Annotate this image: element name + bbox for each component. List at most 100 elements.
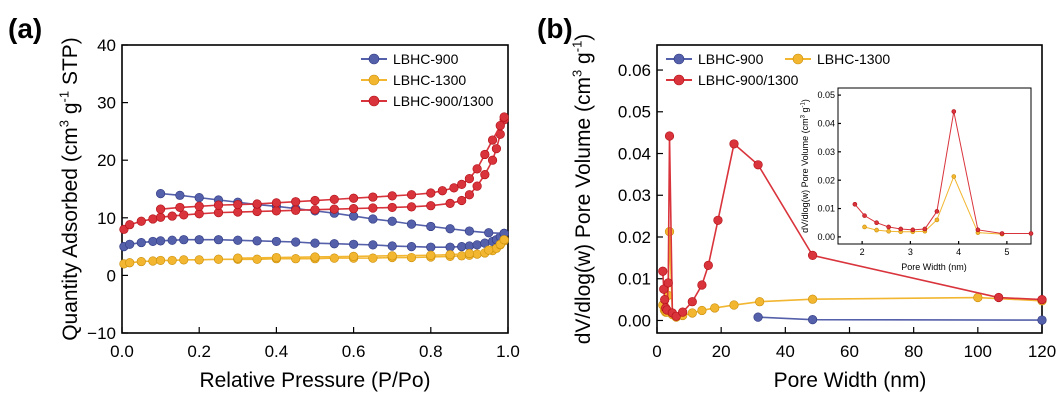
panel-b-ylabel: dV/dlog(w) Pore Volume (cm3 g-1) xyxy=(570,34,595,345)
series-lbhc-1300-adsorption-point xyxy=(136,256,146,267)
panel-a-legend: LBHC-900 LBHC-1300 LBHC-900/1300 xyxy=(361,51,494,109)
series-lbhc-900-point xyxy=(753,312,763,322)
inset-series-lbhc-900-1300-point xyxy=(951,109,957,114)
series-lbhc-900-1300-adsorption-point xyxy=(445,198,455,208)
series-lbhc-900-adsorption-point xyxy=(136,237,146,248)
inset-series-lbhc-900-1300-point xyxy=(975,227,981,233)
y-tick-label: −10 xyxy=(87,324,116,343)
series-lbhc-1300-desorption-point xyxy=(310,252,320,262)
series-lbhc-900-adsorption-point xyxy=(426,242,436,252)
series-lbhc-900-adsorption-point xyxy=(213,235,224,245)
series-lbhc-900-1300-point xyxy=(660,295,670,305)
series-lbhc-900-desorption-point xyxy=(426,221,436,232)
inset-plot xyxy=(852,109,1034,237)
y-tick-label: 0.04 xyxy=(817,119,835,129)
inset-series-lbhc-900-1300-point xyxy=(922,226,928,232)
series-lbhc-900-adsorption-point xyxy=(368,240,378,250)
panel-b-legend: LBHC-900 LBHC-1300 LBHC-900/1300 xyxy=(666,51,890,88)
x-tick-label: 100 xyxy=(964,342,992,361)
series-lbhc-900-1300-point xyxy=(1037,295,1047,305)
panel-b-ticks: 0 20 40 60 80 100 120 0.00 0.01 0.02 0.03 0.04 0.05 0… xyxy=(618,61,1056,361)
panel-a-label: (a) xyxy=(8,13,42,44)
ylabel-part: -1 xyxy=(800,101,806,107)
series-lbhc-1300-point xyxy=(664,226,675,237)
series-lbhc-900-1300-point xyxy=(663,278,673,288)
y-tick-label: 0.04 xyxy=(618,144,651,163)
series-lbhc-900-desorption-point xyxy=(368,214,378,224)
series-lbhc-900-1300-point xyxy=(658,266,668,276)
inset-series-lbhc-1300-point xyxy=(874,227,879,233)
panel-b-chart: 0 20 40 60 80 100 120 0.00 0.01 0.02 0.03 0.04 0.05 0… xyxy=(570,34,1057,392)
ylabel-part: -1 xyxy=(57,91,72,103)
series-lbhc-900-adsorption-point xyxy=(271,236,282,247)
ylabel-part: ) xyxy=(800,99,810,102)
series-lbhc-900-1300-desorption-point xyxy=(368,192,378,202)
series-lbhc-900-adsorption-point xyxy=(252,236,262,246)
series-lbhc-900-1300-point xyxy=(808,250,818,260)
series-lbhc-900-1300-point xyxy=(994,292,1004,303)
series-lbhc-1300-desorption-point xyxy=(445,250,455,260)
series-lbhc-900-1300-desorption-point xyxy=(252,199,262,209)
y-tick-label: 0.01 xyxy=(618,270,651,289)
series-lbhc-900-adsorption-point xyxy=(387,241,397,251)
inset-series-lbhc-1300-point xyxy=(862,224,867,230)
ylabel-part: 3 xyxy=(800,114,806,118)
series-lbhc-900-1300-adsorption-point xyxy=(329,204,339,214)
b-blue-legend-marker xyxy=(673,53,685,65)
ylabel-part: dV/dlog(w) Pore Volume (cm xyxy=(800,118,810,233)
a-red-legend-label: LBHC-900/1300 xyxy=(393,93,494,109)
series-lbhc-900-line xyxy=(758,316,1043,321)
series-lbhc-900-adsorption-point xyxy=(194,235,204,245)
y-tick-label: 0.06 xyxy=(618,61,651,80)
inset-series-lbhc-1300-point xyxy=(886,228,891,234)
b-yellow-legend-marker xyxy=(792,53,804,65)
series-lbhc-900-1300-desorption-point xyxy=(487,135,498,145)
y-tick-label: 0 xyxy=(107,266,116,285)
series-lbhc-900-desorption-point xyxy=(406,219,417,229)
series-lbhc-1300-adsorption-point xyxy=(291,254,301,264)
series-lbhc-1300-point xyxy=(808,294,818,304)
x-tick-label: 0.8 xyxy=(419,342,443,361)
inset-ticks: 2 3 4 5 0.00 0.01 0.02 0.03 0.04 0.05 xyxy=(817,90,1009,257)
series-lbhc-900-1300-adsorption-point xyxy=(125,220,135,230)
series-lbhc-900-1300-point xyxy=(671,311,681,321)
series-lbhc-900-1300-adsorption-point xyxy=(156,212,166,222)
panel-a-xlabel: Relative Pressure (P/Po) xyxy=(199,369,430,392)
series-lbhc-900-1300-desorption-point xyxy=(175,202,185,213)
inset-xlabel: Pore Width (nm) xyxy=(901,262,967,272)
series-lbhc-1300-desorption-point xyxy=(464,248,475,259)
series-lbhc-900-1300-point xyxy=(697,280,707,290)
series-lbhc-900-1300-desorption-point xyxy=(437,186,447,196)
series-lbhc-900-adsorption-point xyxy=(310,238,320,248)
y-tick-label: 0.05 xyxy=(618,103,651,122)
series-lbhc-900-1300-point xyxy=(678,307,688,317)
series-lbhc-900-desorption-point xyxy=(464,226,475,236)
series-lbhc-900-1300-desorption-point xyxy=(499,112,509,122)
panel-b-label: (b) xyxy=(537,13,573,44)
y-tick-label: 10 xyxy=(97,209,116,228)
series-lbhc-900-1300-point xyxy=(659,284,669,294)
x-tick-label: 0.0 xyxy=(110,342,134,361)
ylabel-part: g xyxy=(800,107,810,115)
x-tick-label: 120 xyxy=(1028,342,1056,361)
y-tick-label: 0.03 xyxy=(817,147,835,157)
ylabel-part: ) xyxy=(572,34,595,41)
series-lbhc-900-1300-adsorption-point xyxy=(406,202,417,212)
y-tick-label: 30 xyxy=(97,94,116,113)
series-lbhc-900-1300-desorption-point xyxy=(156,204,166,214)
series-lbhc-1300-desorption-point xyxy=(387,251,397,261)
x-tick-label: 1.0 xyxy=(496,342,520,361)
series-lbhc-1300-adsorption-point xyxy=(457,251,467,261)
series-lbhc-900-adsorption-point xyxy=(472,240,482,250)
series-lbhc-900-1300-desorption-point xyxy=(387,191,397,201)
x-tick-label: 3 xyxy=(908,247,913,257)
b-red-legend-label: LBHC-900/1300 xyxy=(698,72,799,88)
series-lbhc-900-1300-adsorption-point xyxy=(491,144,502,154)
y-tick-label: 40 xyxy=(97,36,116,55)
y-tick-label: 0.00 xyxy=(618,311,651,330)
a-yellow-legend-label: LBHC-1300 xyxy=(393,72,466,88)
series-lbhc-1300-adsorption-point xyxy=(125,258,135,268)
series-lbhc-1300-desorption-point xyxy=(271,252,282,263)
ylabel-part: dV/dlog(w) Pore Volume (cm xyxy=(572,77,595,344)
series-lbhc-1300-desorption-point xyxy=(426,250,436,260)
